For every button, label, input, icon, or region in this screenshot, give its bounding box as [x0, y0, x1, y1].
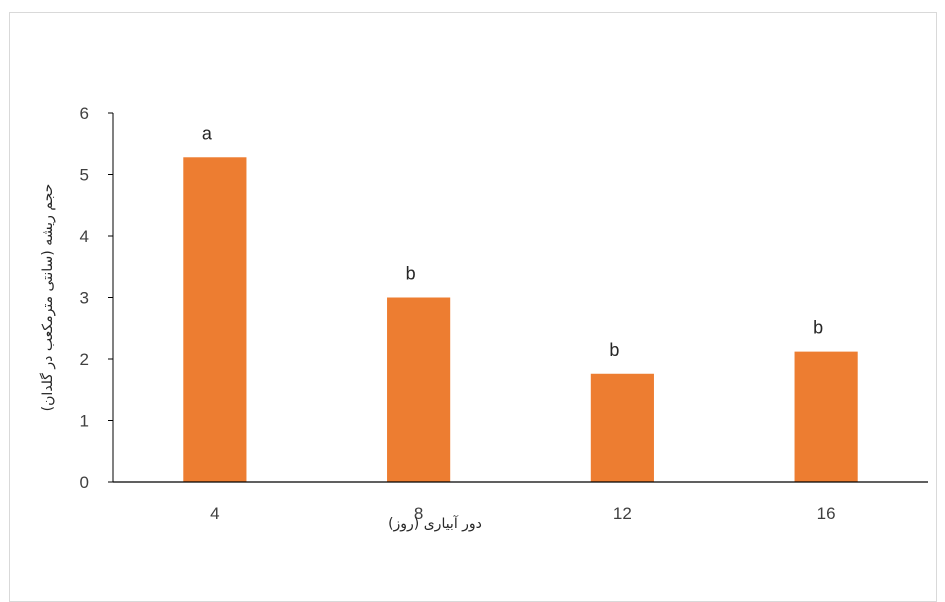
x-axis-title: دور آبیاری (روز) — [388, 515, 482, 532]
y-tick-label-3: 3 — [80, 289, 89, 308]
data-labels-group: a b b b — [202, 123, 823, 359]
y-ticks-group: 0 1 2 3 4 5 6 — [80, 104, 113, 492]
data-label-12: b — [609, 340, 619, 360]
x-tick-label-12: 12 — [613, 504, 632, 523]
chart-frame — [9, 12, 937, 602]
bar-16 — [794, 351, 858, 482]
y-tick-label-5: 5 — [80, 166, 89, 185]
bars-group — [183, 157, 858, 482]
data-label-16: b — [813, 318, 823, 338]
y-tick-label-6: 6 — [80, 104, 89, 123]
x-ticks-group: 4 8 12 16 — [210, 504, 835, 523]
x-tick-label-16: 16 — [817, 504, 836, 523]
y-tick-label-2: 2 — [80, 350, 89, 369]
y-tick-label-4: 4 — [80, 227, 89, 246]
bar-4 — [183, 157, 247, 482]
bar-8 — [387, 297, 451, 482]
y-tick-label-0: 0 — [80, 473, 89, 492]
x-tick-label-4: 4 — [210, 504, 219, 523]
y-axis-title: حجم ریشه (سانتی مترمکعب در گلدان) — [39, 184, 56, 412]
bar-12 — [590, 373, 654, 482]
data-label-4: a — [202, 123, 213, 143]
data-label-8: b — [406, 264, 416, 284]
y-tick-label-1: 1 — [80, 412, 89, 431]
x-tick-label-8: 8 — [414, 504, 423, 523]
